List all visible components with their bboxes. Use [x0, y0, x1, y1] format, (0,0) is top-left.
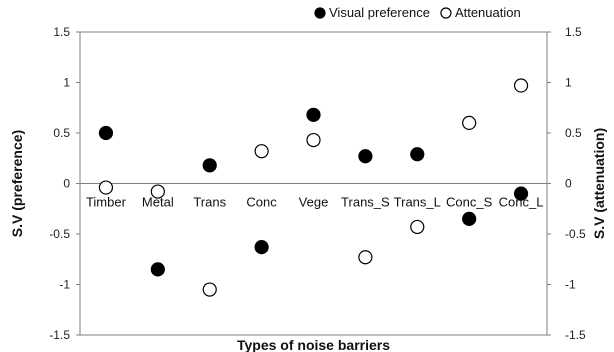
category-label: Trans	[193, 195, 226, 210]
right-y-tick-label: 1	[565, 76, 572, 90]
category-label: Trans_S	[341, 195, 390, 210]
legend-marker-attenuation	[440, 7, 452, 19]
attenuation-point	[150, 184, 165, 199]
attenuation-point	[410, 219, 425, 235]
preference-point	[98, 125, 114, 141]
data-points	[98, 78, 529, 297]
left-y-tick-label: -0.5	[49, 227, 70, 241]
right-y-tick-label: -0.5	[565, 227, 586, 241]
left-y-tick-label: -1.5	[49, 328, 70, 342]
category-label: Conc	[246, 195, 277, 210]
attenuation-point	[306, 132, 321, 148]
attenuation-point	[98, 180, 114, 195]
category-label: Metal	[142, 195, 174, 210]
plot-area	[79, 31, 548, 336]
preference-point	[358, 149, 373, 164]
preference-point	[410, 147, 425, 162]
legend-label-attenuation: Attenuation	[455, 5, 521, 20]
right-y-tick-label: 1.5	[565, 25, 582, 39]
preference-point	[254, 240, 269, 255]
legend-label-preference: Visual preference	[329, 5, 430, 20]
category-label: Vege	[299, 195, 329, 210]
right-y-axis: 1.5 1 0.5 0 -0.5 -1 -1.5	[547, 25, 586, 342]
x-axis-title: Types of noise barriers	[237, 337, 390, 352]
left-y-tick-label: 0.5	[53, 126, 70, 140]
category-label: Conc_L	[499, 195, 544, 210]
attenuation-point	[462, 115, 477, 131]
attenuation-point	[513, 78, 529, 93]
preference-point	[462, 211, 477, 226]
right-y-tick-label: 0	[565, 177, 572, 191]
left-y-axis-title: S.V (preference)	[9, 130, 25, 237]
preference-point	[306, 107, 321, 122]
category-label: Conc_S	[446, 195, 493, 210]
preference-point	[150, 262, 165, 277]
right-y-tick-label: -1	[565, 278, 576, 292]
left-y-tick-label: 0	[63, 177, 70, 191]
left-y-tick-label: 1	[63, 76, 70, 90]
preference-point	[202, 158, 217, 173]
category-label: Trans_L	[394, 195, 441, 210]
left-y-axis: 1.5 1 0.5 0 -0.5 -1 -1.5	[49, 25, 80, 342]
attenuation-point	[254, 144, 269, 159]
category-label: Timber	[86, 195, 127, 210]
category-labels: Timber Metal Trans Conc Vege Trans_S Trans_L Co…	[86, 195, 544, 210]
right-y-tick-label: 0.5	[565, 126, 582, 140]
right-y-axis-title: S.V (attenuation)	[591, 128, 607, 239]
preference-point	[513, 186, 529, 201]
left-y-tick-label: -1	[59, 278, 70, 292]
attenuation-point	[358, 250, 373, 265]
attenuation-point	[202, 282, 217, 297]
legend-marker-preference	[314, 7, 326, 19]
left-y-tick-label: 1.5	[53, 25, 70, 39]
right-y-tick-label: -1.5	[565, 328, 586, 342]
legend: Visual preference Attenuation	[314, 5, 521, 20]
